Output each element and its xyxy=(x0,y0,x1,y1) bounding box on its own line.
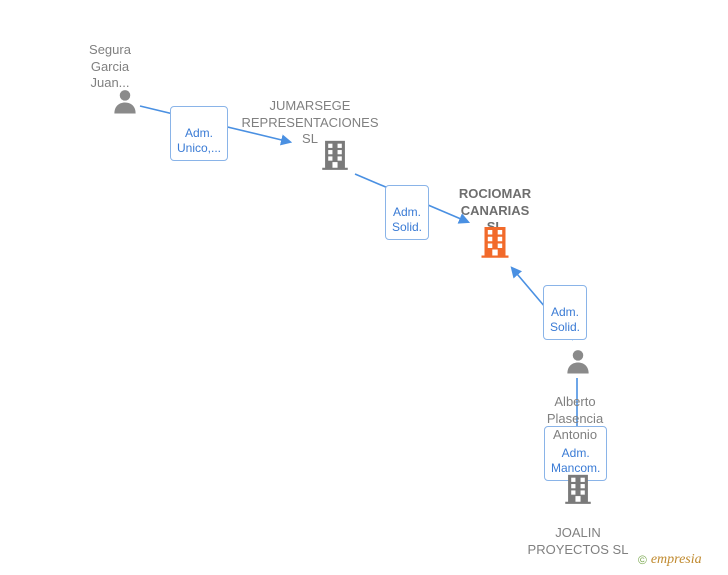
edge-label-text: Adm. Solid. xyxy=(550,305,580,335)
node-label-joalin: JOALIN PROYECTOS SL xyxy=(508,509,648,558)
building-icon xyxy=(477,224,513,265)
edge-label-text: Adm. Unico,... xyxy=(177,126,221,156)
label-text: JOALIN PROYECTOS SL xyxy=(528,525,629,556)
person-icon xyxy=(563,346,593,381)
label-text: Segura Garcia Juan... xyxy=(89,42,131,90)
building-icon xyxy=(561,472,595,511)
node-label-alberto: Alberto Plasencia Antonio xyxy=(535,378,615,443)
node-label-segura: Segura Garcia Juan... xyxy=(75,26,145,91)
edge-label-adm-solid-2: Adm. Solid. xyxy=(543,285,587,340)
copyright-symbol: © xyxy=(638,553,647,567)
watermark: © empresia xyxy=(638,552,702,568)
edge-label-text: Adm. Mancom. xyxy=(551,446,600,476)
label-text: Alberto Plasencia Antonio xyxy=(547,394,603,442)
edge-label-text: Adm. Solid. xyxy=(392,205,422,235)
watermark-text: empresia xyxy=(651,552,702,568)
label-text: JUMARSEGE REPRESENTACIONES SL xyxy=(241,98,378,146)
building-icon xyxy=(318,138,352,177)
edge-label-adm-unico: Adm. Unico,... xyxy=(170,106,228,161)
edge-label-adm-solid-1: Adm. Solid. xyxy=(385,185,429,240)
person-icon xyxy=(110,86,140,121)
node-label-jumarsege: JUMARSEGE REPRESENTACIONES SL xyxy=(225,82,395,147)
